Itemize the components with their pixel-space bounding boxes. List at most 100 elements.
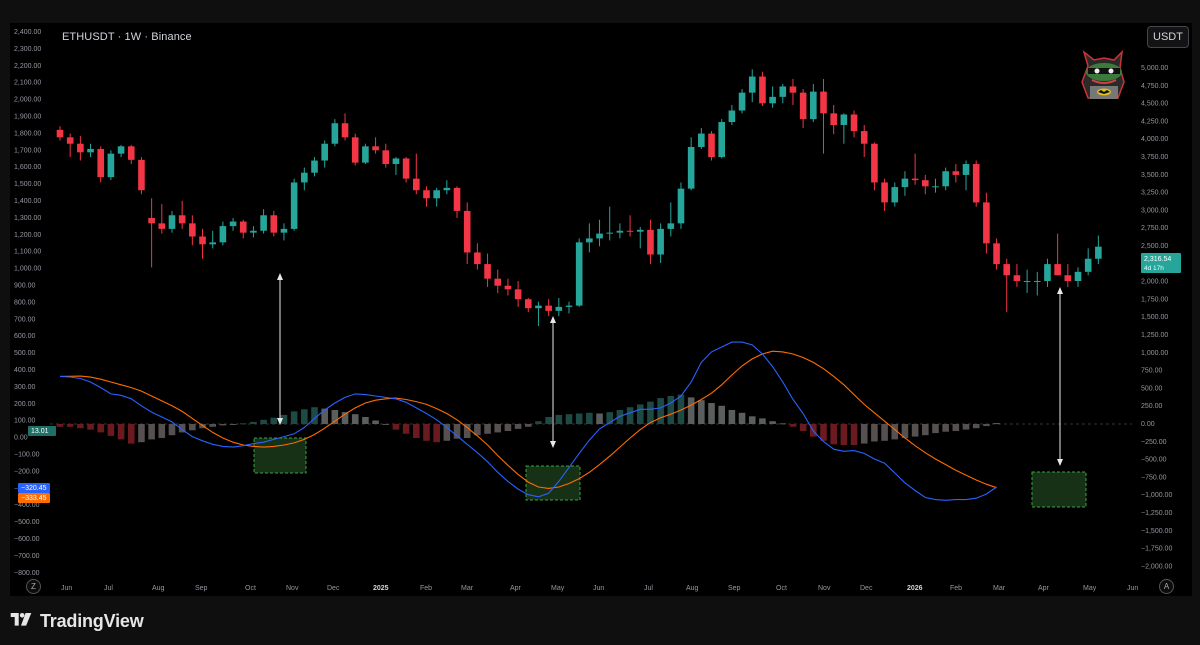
histogram-value-label: 13.01 [31,428,49,435]
chart-frame[interactable]: 2,400.00 2,300.00 2,200.00 2,100.00 2,000.00… [10,23,1192,596]
candle-body [952,171,960,175]
histogram-bar [127,424,135,444]
candle-body [178,215,186,224]
candle-body [443,187,451,191]
left-axis-tick: 900.00 [14,283,36,290]
time-axis-tick: Jul [644,585,653,592]
right-axis-tick: 1,250.00 [1141,332,1168,339]
time-axis-tick: Dec [327,585,340,592]
macd-value-label-bg [18,483,50,493]
candle-body [535,305,542,309]
histogram-bar [545,417,552,424]
histogram-bar [881,424,888,441]
histogram-bar [738,412,746,424]
histogram-bar [474,424,481,436]
right-axis-tick: 2,000.00 [1141,279,1168,286]
histogram-bar [657,398,664,424]
currency-button[interactable]: USDT [1147,26,1189,48]
candle-body [514,289,522,300]
auto-scale-right-button[interactable]: A [1159,579,1174,594]
auto-scale-left-button[interactable]: Z [26,579,41,594]
left-axis-tick: 1,000.00 [14,266,41,273]
candle-body [810,91,817,120]
time-axis-tick: Aug [686,585,699,592]
candle-body [402,158,410,179]
left-axis-tick: 1,500.00 [14,181,41,188]
candle-body [555,306,563,311]
candle-body [1095,246,1102,259]
last-price-label: 2,316.54 [1144,256,1171,263]
time-axis-tick: Aug [152,585,165,592]
time-axis-tick: Feb [420,585,432,592]
histogram-bar [504,424,512,431]
candle-body [769,96,776,104]
histogram-bar [290,411,298,424]
histogram-bar [972,424,980,429]
histogram-bar [280,414,288,424]
time-axis-tick: Mar [461,585,474,592]
right-axis-tick: 4,500.00 [1141,101,1168,108]
left-axis-tick: 500.00 [14,350,36,357]
histogram-bar [830,424,837,445]
histogram-bar [66,424,74,427]
histogram-bar [616,410,624,424]
symbol-title[interactable]: ETHUSDT · 1W · Binance [62,31,192,43]
candle-body [199,236,206,245]
histogram-bar [799,424,807,431]
candle-body [87,148,94,153]
candle-body [382,150,390,165]
chart-canvas[interactable]: 2,400.00 2,300.00 2,200.00 2,100.00 2,000.00… [10,23,1192,596]
macd-line [59,341,997,501]
candle-body [759,76,766,104]
histogram-bar [626,407,634,424]
histogram-bar [942,424,949,432]
left-axis-tick: 2,100.00 [14,80,41,87]
left-axis-tick: 300.00 [14,384,36,391]
right-axis-tick: 750.00 [1141,368,1163,375]
right-axis-tick: −1,000.00 [1141,492,1172,499]
right-axis-tick: −500.00 [1141,457,1167,464]
candle-body [718,122,725,158]
left-axis-tick: 100.00 [14,418,36,425]
candle-body [56,129,64,138]
histogram-bar [932,424,939,434]
histogram-bar [901,424,909,438]
last-price-tag-bg [1141,253,1181,273]
candle-body [97,148,105,178]
left-axis-tick: 1,400.00 [14,198,41,205]
candle-body [687,146,695,189]
candle-body [372,146,379,151]
candle-body [881,182,888,203]
histogram-bar [748,416,756,424]
left-axis-tick: 800.00 [14,299,36,306]
time-axis-tick: Sep [195,585,208,592]
avatar-icon [1074,48,1132,104]
candle-body [311,160,318,173]
candle-body [229,221,237,227]
right-axis-tick: 4,250.00 [1141,118,1168,125]
right-axis-tick: −1,500.00 [1141,528,1172,535]
candle-body [280,228,288,233]
signal-line [59,350,997,489]
left-axis-tick: 1,300.00 [14,215,41,222]
candle-body [453,187,461,211]
histogram-bar [250,421,257,424]
right-axis-tick: 1,500.00 [1141,314,1168,321]
left-axis-tick: −200.00 [14,468,40,475]
left-axis-tick: 1,800.00 [14,130,41,137]
histogram-bar [636,404,644,424]
histogram-bar [860,424,868,444]
candle-body [932,186,939,188]
candle-body [647,229,654,255]
histogram-bar [413,424,420,438]
candle-body [127,146,135,160]
histogram-bar [850,424,858,445]
candle-body [168,215,176,229]
histogram-bar [993,423,1000,425]
annotation-arrowtail [550,441,556,448]
candle-body [616,230,624,233]
time-axis-tick: Jun [593,585,604,592]
right-axis-tick: 1,750.00 [1141,296,1168,303]
histogram-bar [565,414,573,424]
annotation-arrowtail [1057,459,1063,466]
